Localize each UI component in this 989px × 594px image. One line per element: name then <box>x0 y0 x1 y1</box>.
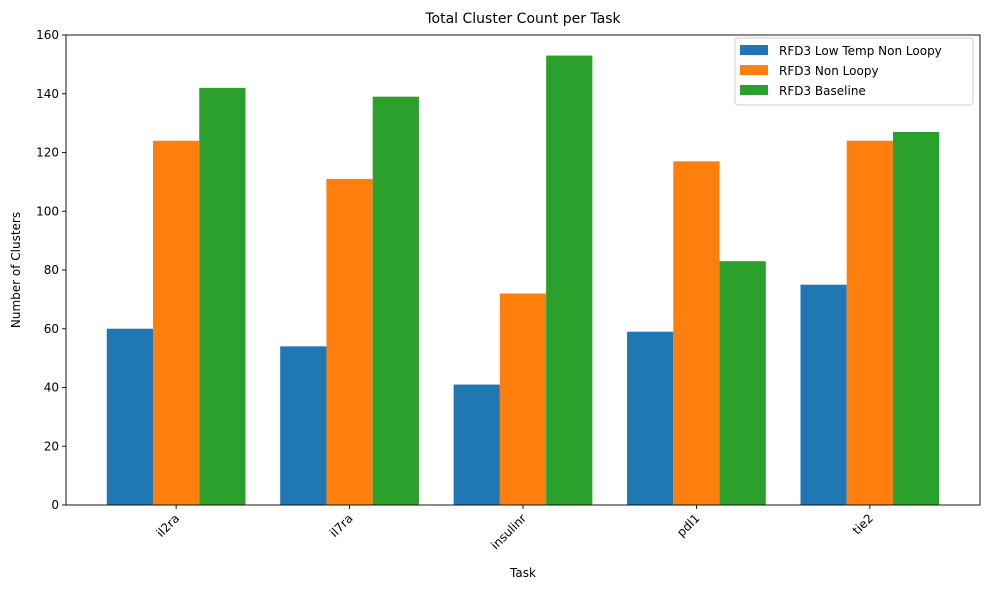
bar-il2ra-series-0 <box>106 328 154 505</box>
bar-insulinr-series-2 <box>546 55 593 505</box>
y-axis-label: Number of Clusters <box>9 212 23 328</box>
bar-insulinr-series-1 <box>499 293 547 505</box>
bar-pdl1-series-1 <box>673 161 720 505</box>
y-tick-label: 0 <box>51 498 59 512</box>
chart-title: Total Cluster Count per Task <box>424 11 621 27</box>
x-tick-label: il2ra <box>154 511 183 540</box>
x-axis-label: Task <box>509 566 536 580</box>
legend-label: RFD3 Baseline <box>779 84 866 98</box>
bar-pdl1-series-0 <box>627 331 674 505</box>
bar-tie2-series-2 <box>892 131 940 505</box>
bar-il7ra-series-0 <box>280 346 327 505</box>
y-tick-label: 160 <box>36 28 59 42</box>
legend-swatch <box>740 45 768 55</box>
bar-il2ra-series-2 <box>199 87 246 505</box>
bar-pdl1-series-2 <box>719 261 766 505</box>
bars-group <box>106 55 940 505</box>
y-tick-label: 100 <box>36 204 59 218</box>
bar-tie2-series-1 <box>846 140 893 505</box>
y-tick-label: 80 <box>44 263 59 277</box>
legend-swatch <box>740 65 768 75</box>
bar-tie2-series-0 <box>800 284 847 505</box>
legend-label: RFD3 Non Loopy <box>779 64 879 78</box>
bar-il2ra-series-1 <box>153 140 200 505</box>
legend-label: RFD3 Low Temp Non Loopy <box>779 44 942 58</box>
legend-swatch <box>740 85 768 95</box>
y-tick-label: 120 <box>36 146 59 160</box>
x-tick-label: il7ra <box>327 511 356 540</box>
x-tick-label: pdl1 <box>674 511 702 539</box>
legend: RFD3 Low Temp Non Loopy RFD3 Non Loopy RFD… <box>734 37 974 106</box>
bar-insulinr-series-0 <box>453 384 500 505</box>
y-tick-label: 20 <box>44 439 59 453</box>
y-tick-label: 140 <box>36 87 59 101</box>
y-tick-label: 60 <box>44 322 59 336</box>
x-tick-label: insulinr <box>488 511 529 552</box>
bar-il7ra-series-1 <box>326 178 373 505</box>
x-tick-label: tie2 <box>850 511 876 537</box>
legend-box <box>734 37 974 106</box>
y-tick-label: 40 <box>44 381 59 395</box>
bar-il7ra-series-2 <box>372 96 419 505</box>
